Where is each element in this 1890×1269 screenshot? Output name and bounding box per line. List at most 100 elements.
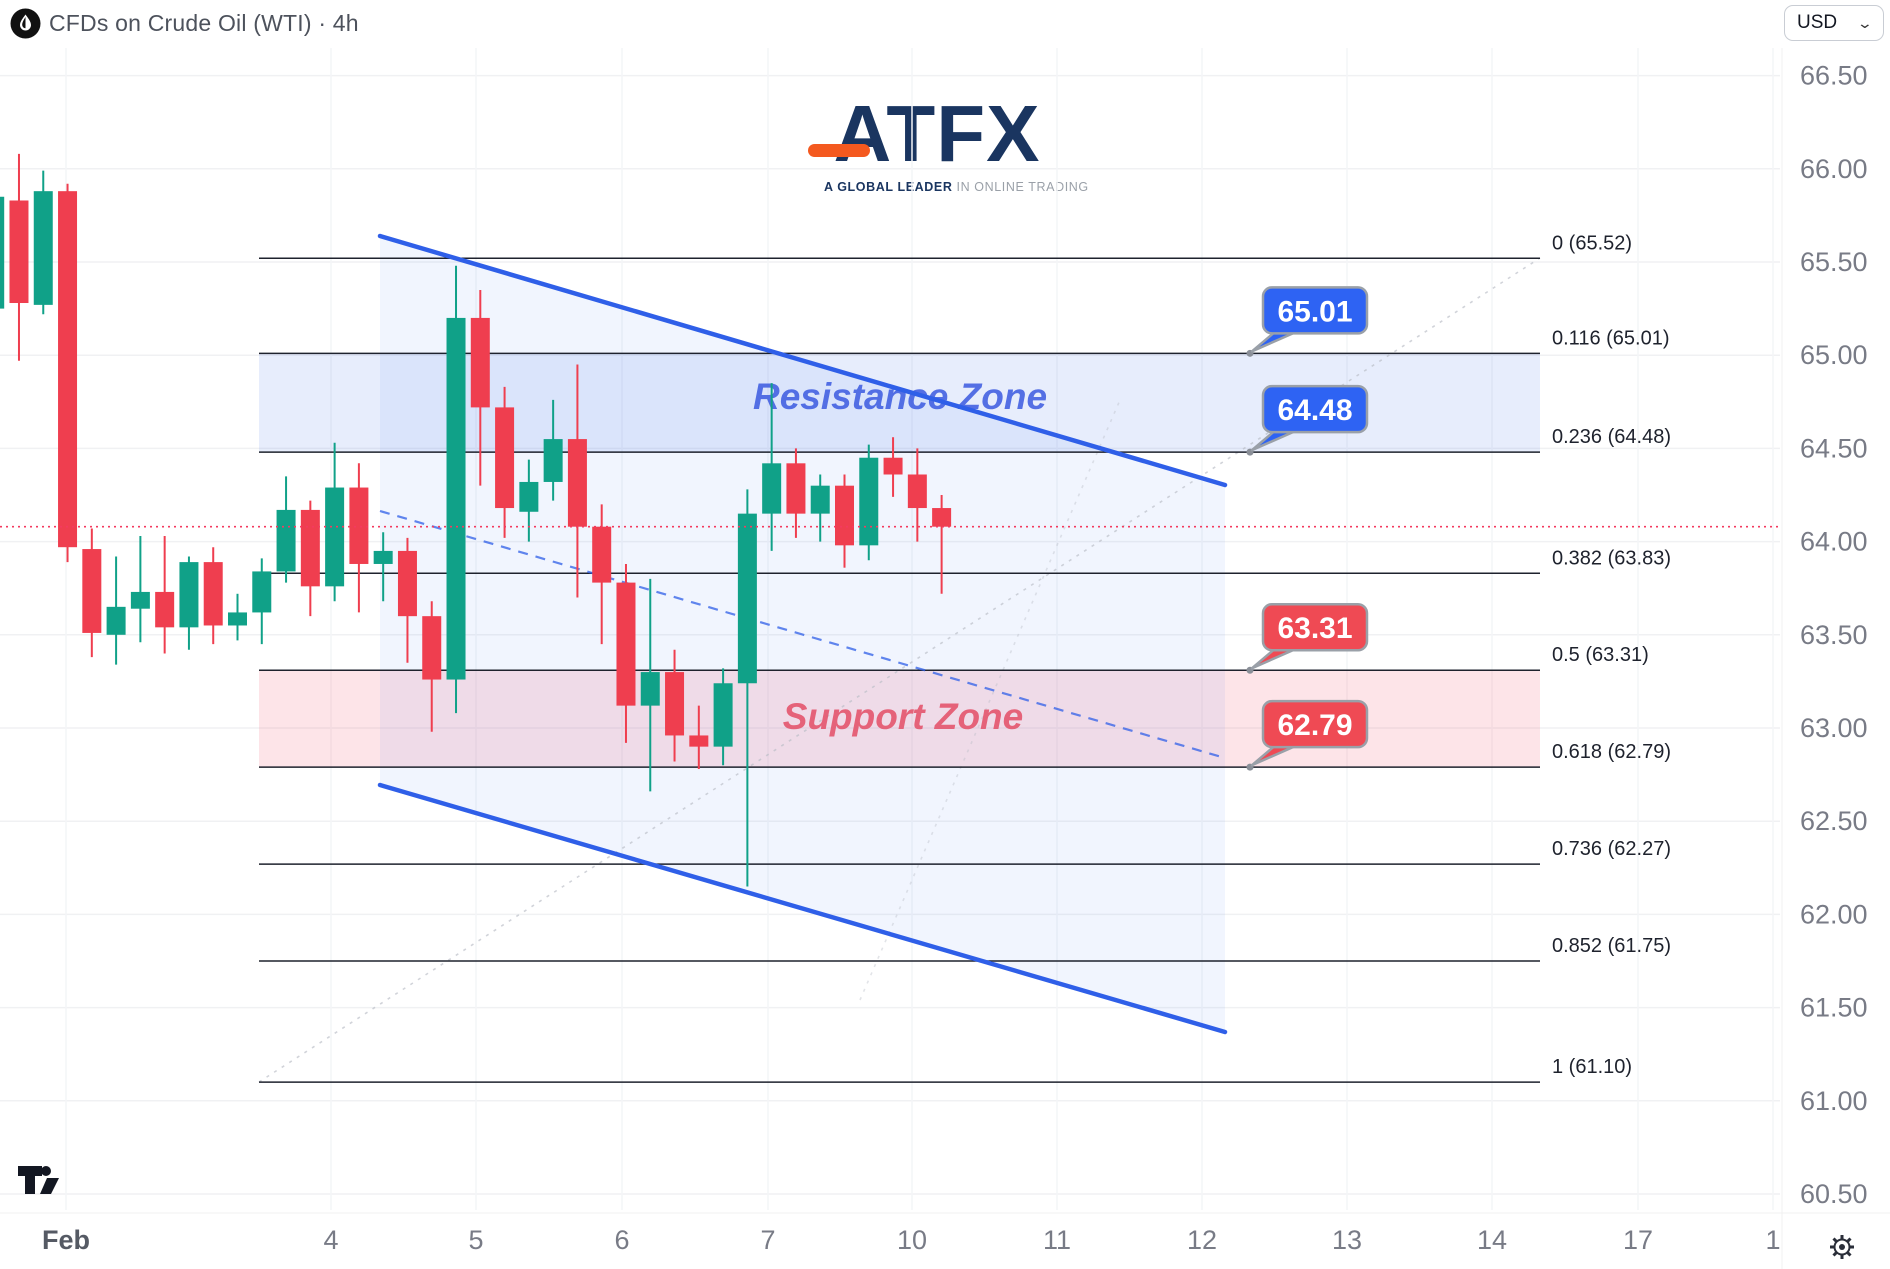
price-callout-63.31[interactable]: 63.31 bbox=[1246, 602, 1369, 674]
price-callout-part bbox=[1261, 384, 1369, 434]
candle-body bbox=[0, 196, 5, 309]
fib-level-label: 0.736 (62.27) bbox=[1552, 838, 1671, 860]
price-callout-part bbox=[1261, 286, 1369, 335]
time-axis-label: 11 bbox=[1043, 1225, 1071, 1255]
candlestick bbox=[300, 500, 320, 617]
candle-body bbox=[543, 439, 563, 482]
price-axis-label: 66.50 bbox=[1800, 61, 1868, 91]
candle-body bbox=[470, 317, 490, 408]
candlestick bbox=[616, 563, 636, 743]
candlestick bbox=[470, 289, 490, 486]
atfx-tagline-bold: A GLOBAL LEADER bbox=[824, 180, 953, 194]
price-axis-label: 60.50 bbox=[1800, 1179, 1868, 1209]
candle-body bbox=[9, 200, 29, 304]
candle-body bbox=[495, 407, 515, 509]
resistance-zone-label: Resistance Zone bbox=[753, 376, 1047, 417]
symbol-title: CFDs on Crude Oil (WTI) · 4h bbox=[49, 10, 359, 36]
candlestick bbox=[276, 476, 296, 583]
price-axis-label: 63.50 bbox=[1800, 620, 1868, 650]
candle-body bbox=[907, 474, 927, 509]
candlestick bbox=[689, 705, 709, 770]
candlestick bbox=[422, 601, 442, 732]
candlestick bbox=[397, 537, 417, 663]
price-callout-64.48[interactable]: 64.48 bbox=[1246, 384, 1369, 456]
oil-drop-icon bbox=[10, 8, 41, 39]
candle-body bbox=[883, 457, 903, 475]
support-zone-label: Support Zone bbox=[783, 696, 1023, 737]
candlestick bbox=[640, 578, 660, 792]
candle-body bbox=[130, 591, 150, 609]
candle-body bbox=[155, 591, 175, 628]
price-callout-part: 62.79 bbox=[1277, 709, 1352, 742]
time-axis-label: 12 bbox=[1187, 1225, 1217, 1255]
candle-body bbox=[325, 487, 345, 587]
candlestick bbox=[82, 528, 102, 658]
candlestick bbox=[179, 556, 199, 650]
atfx-orange-dash-icon bbox=[808, 144, 870, 157]
candlestick bbox=[495, 386, 515, 538]
fib-level-label: 0.236 (64.48) bbox=[1552, 426, 1671, 448]
price-callout-part: 64.48 bbox=[1277, 394, 1352, 427]
channel-upper-trendline[interactable] bbox=[377, 233, 1228, 488]
candle-body bbox=[300, 509, 320, 587]
chart-header: CFDs on Crude Oil (WTI) · 4h USD ⌄ bbox=[0, 0, 1890, 48]
candle-body bbox=[616, 582, 636, 706]
price-callout-62.79[interactable]: 62.79 bbox=[1246, 699, 1369, 771]
tradingview-logo[interactable] bbox=[18, 1162, 62, 1198]
candlestick bbox=[106, 556, 126, 665]
settings-gear-icon[interactable] bbox=[1828, 1233, 1856, 1261]
candle-body bbox=[737, 513, 757, 684]
price-axis-label: 62.50 bbox=[1800, 806, 1868, 836]
candlestick bbox=[58, 183, 78, 563]
price-axis-label: 61.50 bbox=[1800, 993, 1868, 1023]
price-axis-label: 63.00 bbox=[1800, 713, 1868, 743]
currency-value: USD bbox=[1797, 12, 1838, 33]
fib-level-label: 0.382 (63.83) bbox=[1552, 547, 1671, 569]
fib-level-label: 0.852 (61.75) bbox=[1552, 935, 1671, 957]
candlestick bbox=[592, 504, 612, 645]
candle-body bbox=[519, 481, 539, 512]
candlestick bbox=[203, 547, 223, 645]
fib-level-label: 0.116 (65.01) bbox=[1552, 327, 1670, 349]
candle-body bbox=[397, 550, 417, 617]
candlestick bbox=[835, 474, 854, 568]
candle-body bbox=[859, 457, 879, 546]
time-axis-label: Feb bbox=[42, 1225, 90, 1255]
atfx-wordmark: ATFX bbox=[808, 94, 1050, 174]
channel-midline-dashed[interactable] bbox=[379, 509, 1226, 760]
chevron-down-icon: ⌄ bbox=[1856, 14, 1874, 31]
candle-body bbox=[689, 735, 709, 747]
price-axis-label: 64.50 bbox=[1800, 433, 1868, 463]
candle-body bbox=[567, 439, 587, 527]
price-callout-part bbox=[1261, 602, 1369, 652]
currency-selector[interactable]: USD ⌄ bbox=[1784, 5, 1884, 41]
candlestick bbox=[228, 593, 247, 641]
price-axis[interactable]: 66.50 66.00 65.50 65.00 64.50 64.00 63.50 63.00… bbox=[1800, 61, 1868, 1209]
candle-body bbox=[835, 485, 854, 546]
candlestick bbox=[519, 459, 539, 542]
atfx-logo: ATFX A GLOBAL LEADER IN ONLINE TRADING bbox=[808, 94, 1088, 194]
price-callout-part: 63.31 bbox=[1277, 612, 1352, 645]
time-axis-label: 10 bbox=[897, 1225, 927, 1255]
time-axis[interactable]: Feb 4 5 6 7 10 11 12 13 14 17 1 bbox=[42, 1225, 1781, 1255]
candle-body bbox=[422, 616, 442, 680]
candle-body bbox=[228, 612, 247, 626]
time-axis-label: 1 bbox=[1765, 1225, 1780, 1255]
channel-lower-trendline[interactable] bbox=[377, 782, 1228, 1035]
price-callout-65.01[interactable]: 65.01 bbox=[1246, 286, 1369, 357]
candle-body bbox=[373, 550, 393, 564]
candle-body bbox=[786, 463, 806, 514]
candle-body bbox=[592, 526, 612, 583]
candlestick bbox=[33, 170, 53, 315]
candle-body bbox=[349, 487, 369, 564]
candlestick bbox=[9, 153, 29, 361]
fib-level-label: 0 (65.52) bbox=[1552, 232, 1632, 254]
candlestick bbox=[446, 265, 466, 714]
price-callout-part bbox=[1261, 699, 1369, 749]
candle-body bbox=[58, 191, 78, 548]
candle-body bbox=[810, 485, 830, 514]
candlestick bbox=[349, 463, 369, 613]
atfx-tagline: A GLOBAL LEADER IN ONLINE TRADING bbox=[824, 180, 1088, 194]
candle-body bbox=[276, 509, 296, 572]
